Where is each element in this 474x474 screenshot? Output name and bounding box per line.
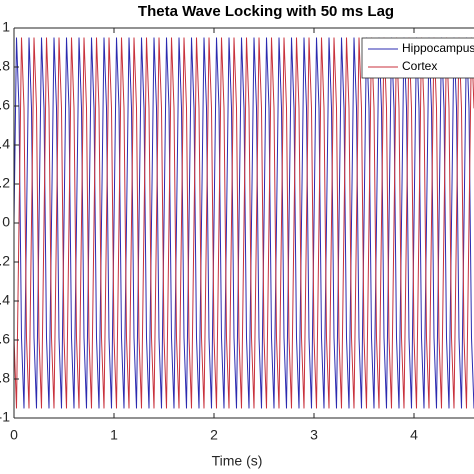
x-tick-label: 1 [110,427,118,443]
x-axis-label: Time (s) [212,453,263,469]
y-tick-label: 0.4 [0,136,10,152]
y-tick-label: 0.2 [0,175,10,191]
legend-text: Cortex [402,59,437,73]
y-tick-label: -0.4 [0,292,10,308]
y-tick-label: -0.8 [0,370,10,386]
y-tick-label: -1 [0,409,10,425]
x-tick-label: 3 [310,427,318,443]
x-tick-label: 0 [10,427,18,443]
y-tick-label: -0.2 [0,253,10,269]
x-tick-label: 4 [410,427,418,443]
legend-box [361,37,474,79]
y-tick-label: 0.6 [0,97,10,113]
y-tick-label: 0.8 [0,58,10,74]
data-line [14,37,474,409]
x-tick-label: 2 [210,427,218,443]
chart-title: Theta Wave Locking with 50 ms Lag [138,3,394,20]
y-tick-label: -0.6 [0,331,10,347]
y-tick-label: 0 [2,214,10,230]
legend-text: Hippocampus [402,41,474,55]
plot-area [14,37,474,409]
y-tick-label: 1 [2,19,10,35]
